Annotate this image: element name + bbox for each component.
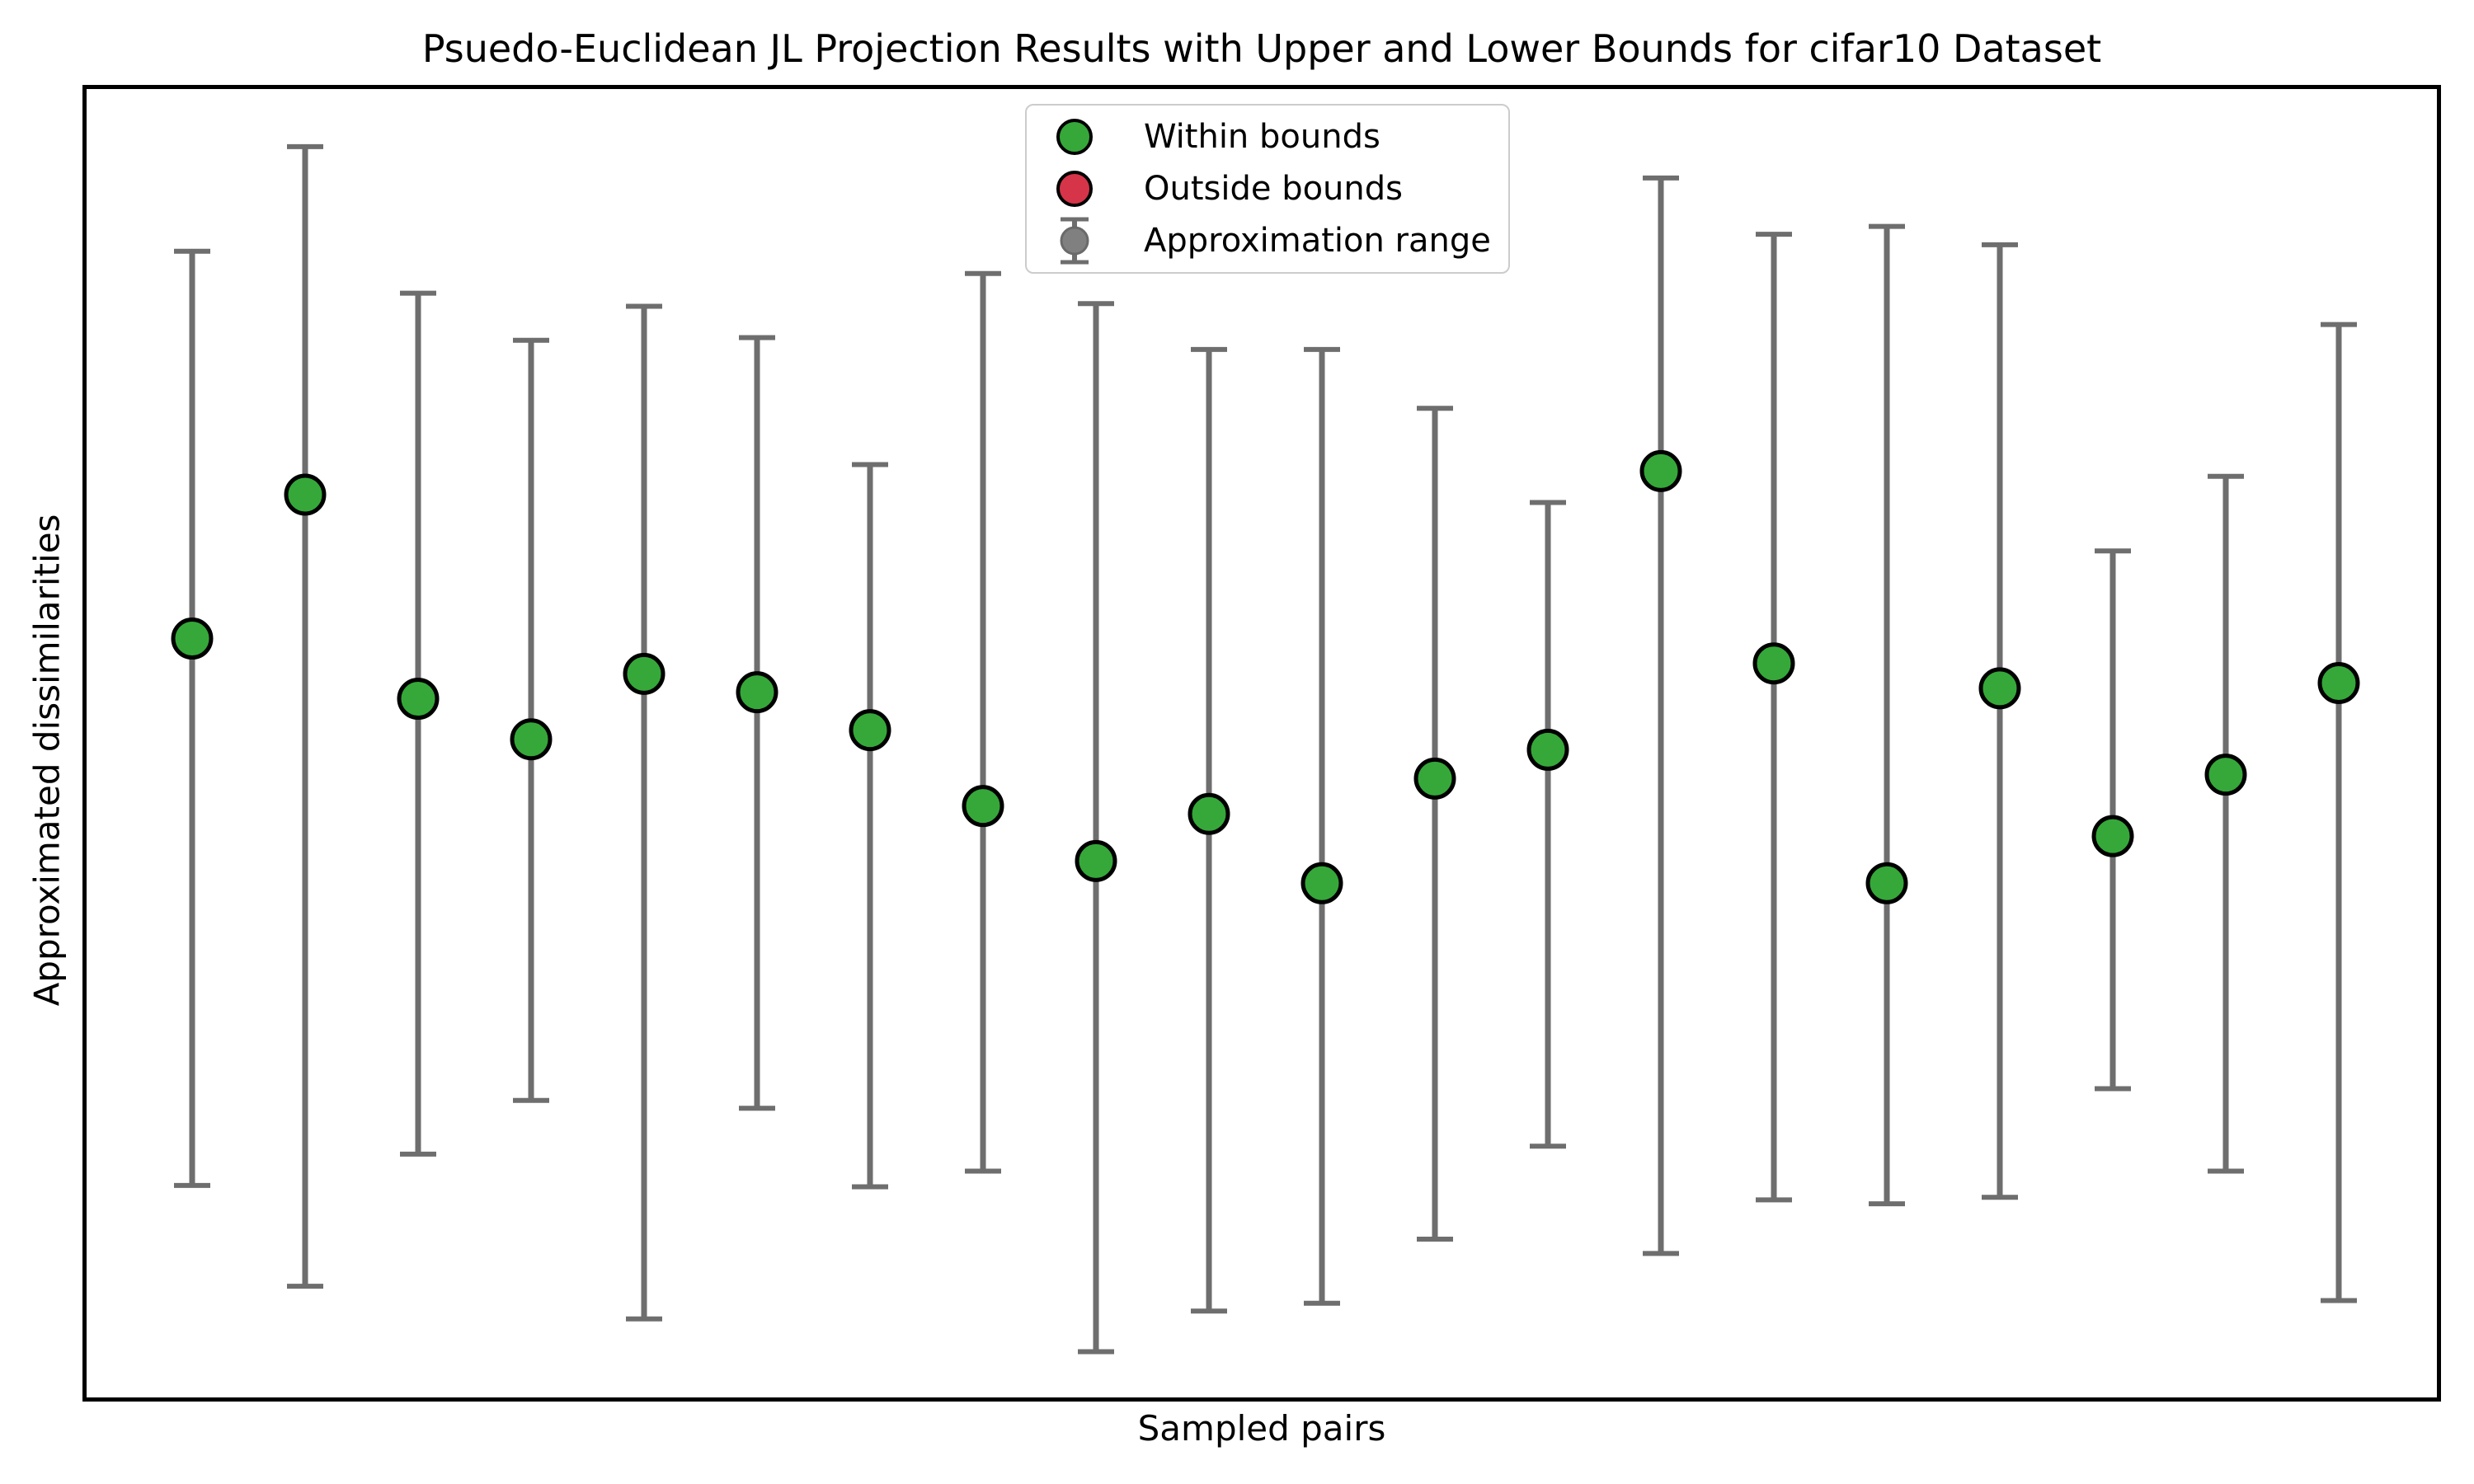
data-point-marker (1188, 792, 1230, 835)
legend-label: Outside bounds (1144, 169, 1403, 208)
sampled-pair-16 (1865, 223, 1908, 1207)
within-bounds-marker-icon (1051, 116, 1098, 157)
plot-area (82, 85, 2441, 1402)
sampled-pair-1 (171, 248, 214, 1188)
sampled-pair-20 (2317, 322, 2360, 1303)
data-point-marker (1526, 728, 1569, 771)
data-point-marker (849, 709, 891, 752)
sampled-pair-5 (623, 303, 666, 1322)
sampled-pair-6 (736, 335, 778, 1111)
legend: Within bounds Outside bounds Approximati… (1025, 104, 1510, 274)
legend-item-within-bounds: Within bounds (1027, 111, 1508, 162)
legend-item-approximation-range: Approximation range (1027, 215, 1508, 266)
sampled-pair-17 (1978, 242, 2021, 1200)
data-point-marker (397, 678, 440, 721)
data-point-marker (1978, 667, 2021, 710)
sampled-pair-8 (962, 270, 1004, 1174)
data-point-marker (510, 718, 553, 761)
sampled-pair-2 (284, 143, 327, 1289)
x-axis-label: Sampled pairs (1137, 1408, 1386, 1449)
legend-gray-circle-icon (1060, 226, 1089, 256)
sampled-pair-14 (1639, 175, 1682, 1256)
data-point-marker (736, 671, 778, 714)
data-point-marker (171, 618, 214, 660)
sampled-pair-13 (1526, 500, 1569, 1149)
y-axis-label: Approximated dissimilarities (26, 514, 68, 1007)
data-point-marker (962, 785, 1004, 828)
sampled-pair-19 (2204, 473, 2247, 1174)
legend-label: Approximation range (1144, 222, 1491, 261)
sampled-pair-18 (2091, 548, 2134, 1092)
data-point-marker (2091, 815, 2134, 857)
sampled-pair-12 (1413, 406, 1456, 1242)
data-point-marker (284, 473, 327, 516)
sampled-pair-4 (510, 337, 553, 1103)
data-point-marker (2204, 754, 2247, 796)
outside-bounds-marker-icon (1051, 168, 1098, 209)
approximation-range-marker-icon (1051, 215, 1098, 266)
data-point-marker (1075, 839, 1117, 882)
data-point-marker (2317, 661, 2360, 704)
legend-red-circle-icon (1056, 170, 1093, 207)
legend-label: Within bounds (1144, 117, 1380, 156)
data-point-marker (623, 652, 666, 695)
sampled-pair-9 (1075, 301, 1117, 1355)
data-point-marker (1639, 449, 1682, 492)
data-point-marker (1300, 862, 1343, 904)
legend-green-circle-icon (1056, 118, 1093, 155)
plot-svg (171, 143, 2360, 1355)
sampled-pair-11 (1300, 346, 1343, 1306)
legend-item-outside-bounds: Outside bounds (1027, 163, 1508, 214)
sampled-pair-3 (397, 290, 440, 1157)
sampled-pair-10 (1188, 346, 1230, 1314)
sampled-pair-15 (1752, 232, 1795, 1203)
data-point-marker (1865, 862, 1908, 904)
data-point-marker (1413, 757, 1456, 800)
data-point-marker (1752, 642, 1795, 685)
chart-title: Psuedo-Euclidean JL Projection Results w… (421, 26, 2102, 71)
sampled-pair-7 (849, 462, 891, 1190)
